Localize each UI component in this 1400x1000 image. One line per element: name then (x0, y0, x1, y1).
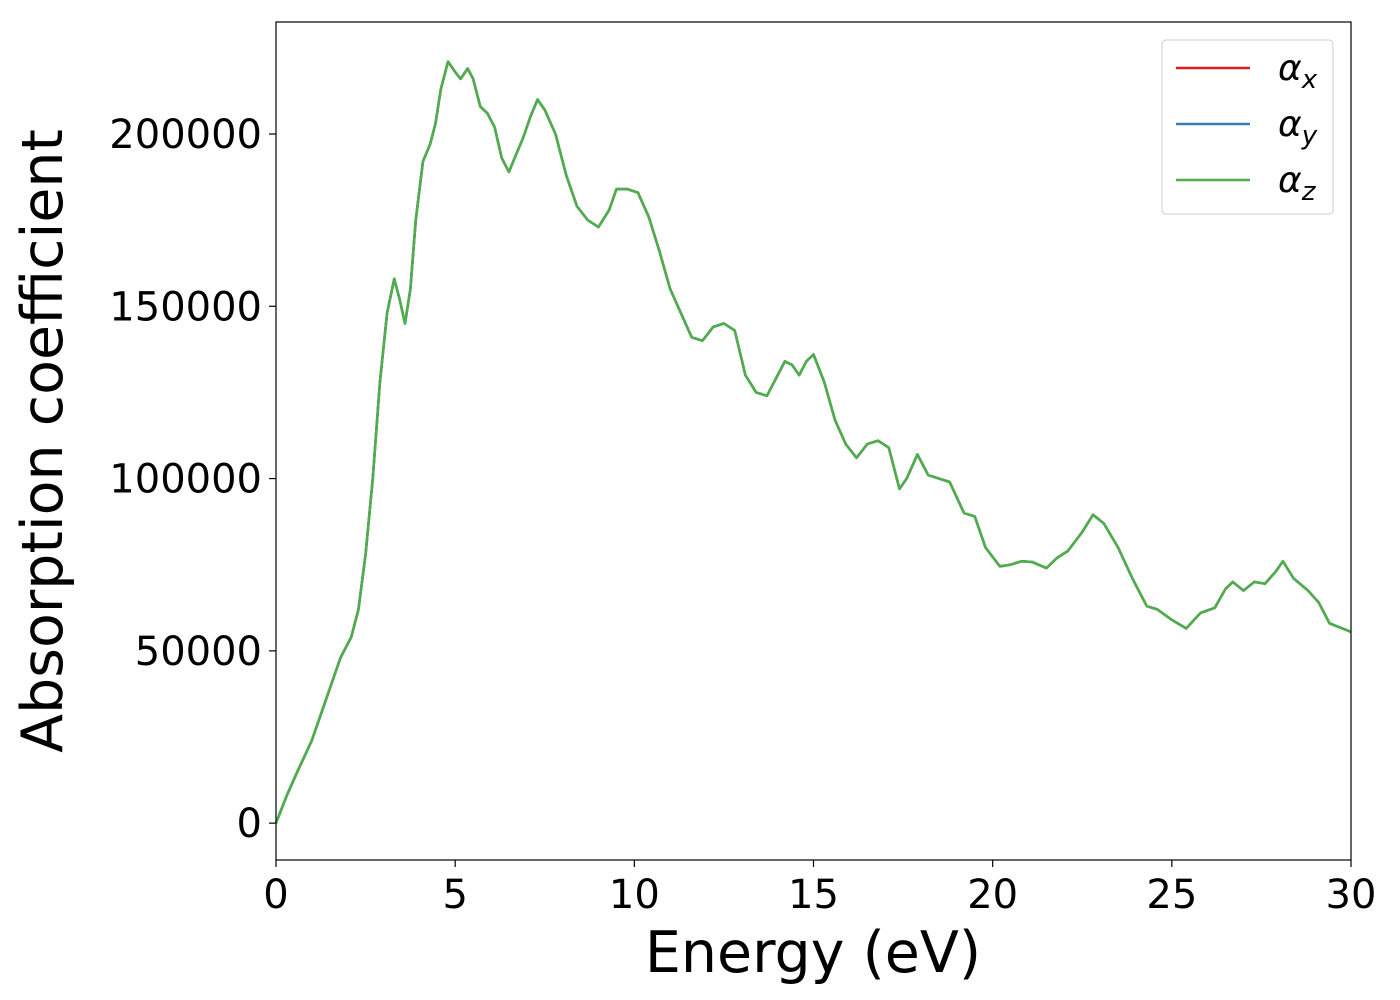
x-tick-label: 10 (609, 872, 660, 918)
y-tick-label: 200000 (109, 112, 262, 158)
x-tick-label: 0 (263, 872, 288, 918)
plot-frame (275, 21, 1352, 861)
x-axis-label: Energy (eV) (645, 920, 981, 986)
y-tick-label: 0 (237, 801, 262, 847)
y-axis-label: Absorption coefficient (10, 129, 76, 753)
legend-label: αz (1278, 160, 1317, 207)
x-tick-label: 25 (1146, 872, 1197, 918)
x-tick-label: 15 (788, 872, 839, 918)
x-tick-label: 30 (1326, 872, 1377, 918)
x-tick-label: 20 (967, 872, 1018, 918)
data-line (274, 60, 1352, 824)
legend-label: αy (1278, 104, 1318, 151)
y-tick-label: 150000 (109, 284, 262, 330)
y-tick-label: 100000 (109, 457, 262, 503)
x-tick-label: 5 (442, 872, 467, 918)
y-tick-label: 50000 (135, 629, 262, 675)
legend-box (1161, 39, 1334, 215)
legend-label: αx (1278, 48, 1318, 95)
